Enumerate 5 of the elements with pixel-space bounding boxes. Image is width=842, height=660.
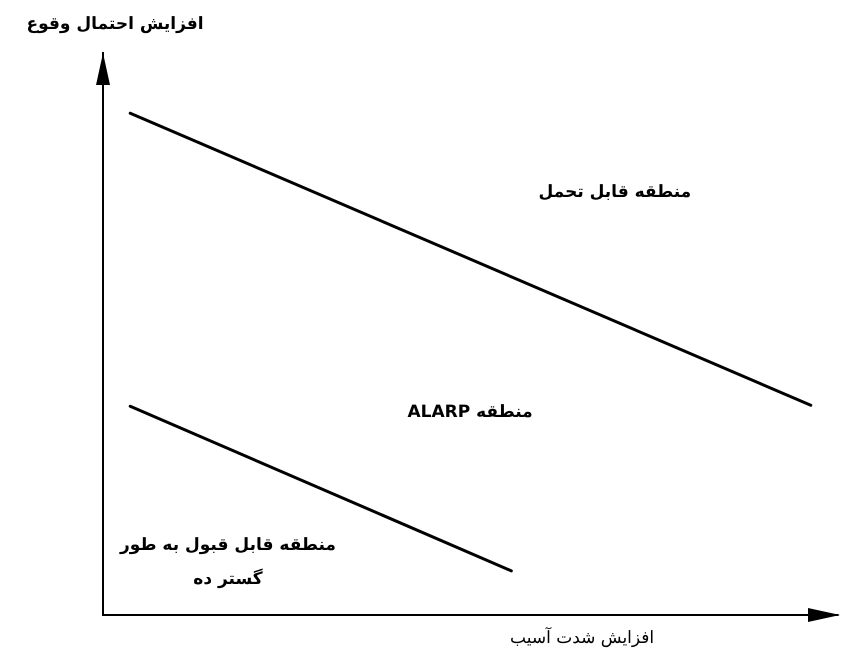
- annotation: منطقه قابل قبول به طور گستر ده: [118, 534, 337, 591]
- x-axis-title: افزایش شدت آسیب: [510, 628, 654, 648]
- y-axis-title: افزایش احتمال وقوع: [26, 14, 204, 34]
- annotation: منطقه ALARP: [408, 402, 533, 422]
- annotation: منطقه قابل تحمل: [538, 182, 692, 202]
